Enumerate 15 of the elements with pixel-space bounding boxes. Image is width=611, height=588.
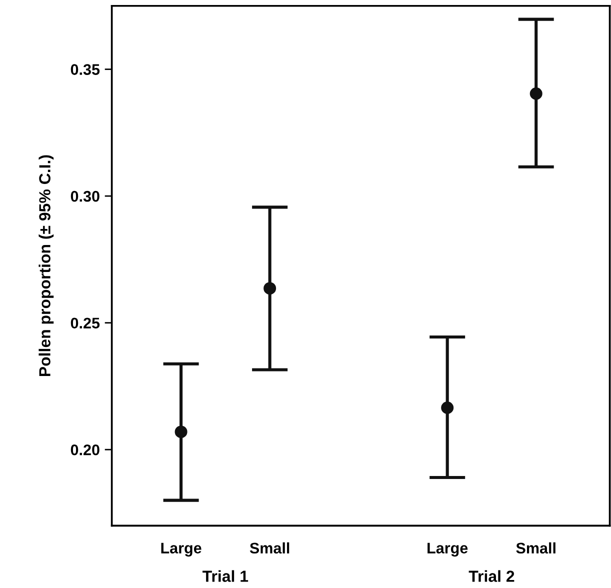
point — [530, 87, 542, 100]
point — [264, 282, 276, 295]
y-tick-label: 0.20 — [70, 444, 100, 456]
x-tick-label: Small — [516, 542, 556, 554]
y-tick-label: 0.30 — [70, 190, 100, 202]
text: Trial 1 — [202, 570, 248, 582]
point — [174, 426, 188, 438]
y-tick-label: 0.35 — [70, 64, 100, 75]
text: Trial 2 — [468, 570, 514, 582]
y-axis-title: Pollen proportion (± 95% C.I.) — [38, 155, 54, 376]
x-tick-label: Small — [250, 542, 290, 554]
point — [441, 402, 454, 414]
x-tick-label: Large — [161, 542, 202, 557]
y-tick-label: 0.25 — [70, 318, 100, 329]
x-tick-label: Large — [428, 542, 468, 557]
